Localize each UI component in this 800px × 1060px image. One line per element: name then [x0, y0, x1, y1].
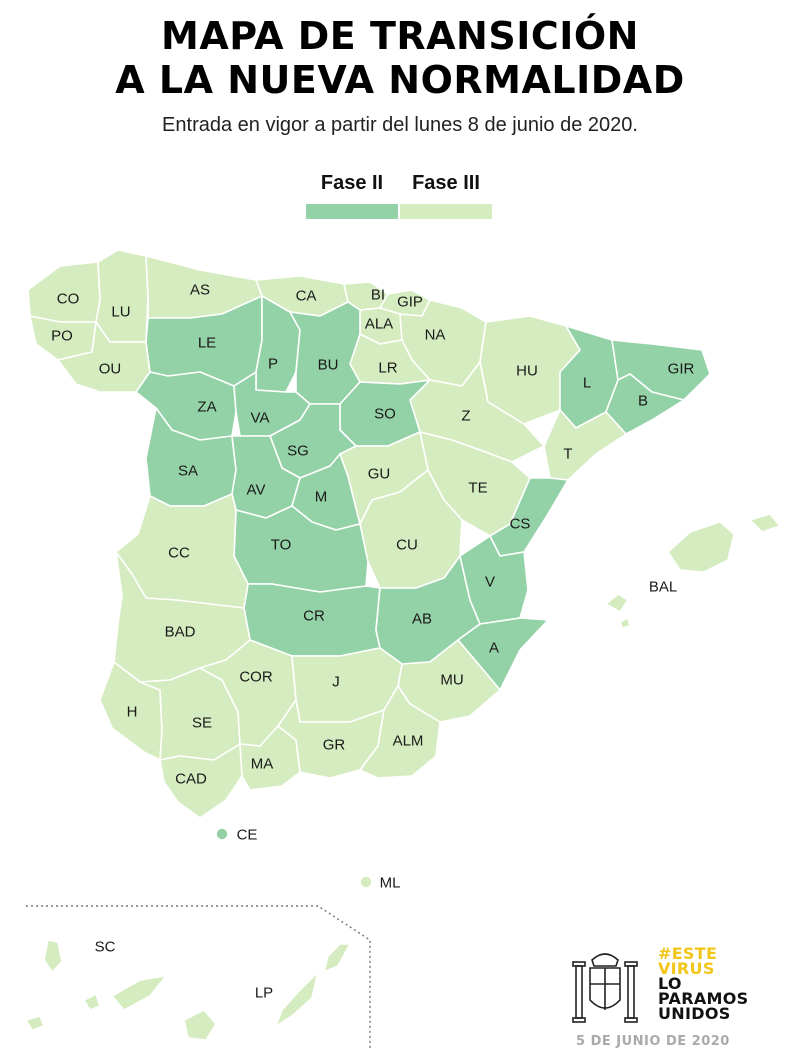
province-v[interactable] [459, 535, 529, 625]
label-cu: CU [396, 537, 418, 554]
province-bal-formentera[interactable] [619, 617, 631, 629]
label-v: V [485, 574, 495, 591]
label-h: H [127, 704, 138, 721]
legend-item-fase-2: Fase II [306, 172, 398, 219]
map-title-line-1: MAPA DE TRANSICIÓN [161, 14, 639, 58]
label-ou: OU [99, 361, 122, 378]
campaign-logo: #ESTE VIRUS LO PARAMOS UNIDOS [658, 944, 778, 1023]
label-co: CO [57, 291, 80, 308]
label-so: SO [374, 406, 396, 423]
province-lp-grancanaria[interactable] [183, 1009, 217, 1041]
label-av: AV [247, 482, 266, 499]
label-bu: BU [318, 357, 339, 374]
province-bal-ibiza[interactable] [605, 593, 629, 613]
label-z: Z [461, 408, 470, 425]
label-cad: CAD [175, 771, 207, 788]
label-na: NA [425, 327, 446, 344]
label-ma: MA [251, 756, 274, 773]
province-alm[interactable] [359, 685, 441, 779]
label-bi: BI [371, 287, 385, 304]
label-sc: SC [95, 939, 116, 956]
campaign-line-3: LO [658, 974, 682, 993]
province-cu[interactable] [359, 469, 463, 589]
label-lu: LU [111, 304, 130, 321]
label-hu: HU [516, 363, 538, 380]
province-bu[interactable] [289, 301, 361, 405]
legend-swatch-fase-2 [306, 204, 398, 219]
province-bal-menorca[interactable] [749, 513, 781, 533]
legend-swatch-fase-3 [400, 204, 492, 219]
label-cs: CS [510, 516, 531, 533]
label-gip: GIP [397, 294, 423, 311]
label-va: VA [251, 410, 270, 427]
legend-label-fase-3: Fase III [412, 172, 480, 194]
province-labels: CO LU PO OU AS CA BI GIP ALA NA LR HU Z … [51, 282, 694, 1002]
label-za: ZA [197, 399, 216, 416]
campaign-line-5: UNIDOS [658, 1004, 731, 1023]
province-cad[interactable] [159, 743, 243, 819]
label-sg: SG [287, 443, 309, 460]
label-gr: GR [323, 737, 346, 754]
label-p: P [268, 356, 278, 373]
label-to: TO [271, 537, 292, 554]
canary-islands-inset-border [26, 905, 371, 1050]
label-cor: COR [239, 669, 273, 686]
label-j: J [332, 674, 340, 691]
province-lu[interactable] [95, 249, 149, 343]
province-ml[interactable] [359, 875, 373, 889]
label-b: B [638, 393, 648, 410]
campaign-line-2: VIRUS [658, 959, 715, 978]
label-ala: ALA [365, 316, 393, 333]
province-sc-tenerife[interactable] [111, 975, 167, 1011]
label-cr: CR [303, 608, 325, 625]
legend-item-fase-3: Fase III [400, 172, 492, 219]
label-ce: CE [237, 827, 258, 844]
coat-of-arms-icon [572, 953, 638, 1023]
label-le: LE [198, 335, 216, 352]
label-mu: MU [440, 672, 463, 689]
campaign-line-1: #ESTE [658, 944, 718, 963]
label-lr: LR [378, 360, 397, 377]
label-se: SE [192, 715, 212, 732]
label-te: TE [468, 480, 487, 497]
map-title-line-2: A LA NUEVA NORMALIDAD [115, 58, 685, 102]
label-l: L [583, 375, 591, 392]
label-alm: ALM [393, 733, 424, 750]
label-ab: AB [412, 611, 432, 628]
label-gir: GIR [668, 361, 695, 378]
label-lp: LP [255, 985, 273, 1002]
label-gu: GU [368, 466, 391, 483]
footer-date: 5 DE JUNIO DE 2020 [576, 1034, 730, 1049]
province-ce[interactable] [215, 827, 229, 841]
label-m: M [315, 489, 328, 506]
map-subtitle: Entrada en vigor a partir del lunes 8 de… [162, 114, 638, 136]
label-as: AS [190, 282, 210, 299]
label-bal: BAL [649, 579, 677, 596]
province-sc-gomera[interactable] [83, 993, 101, 1011]
province-lp-lanzarote[interactable] [323, 943, 351, 973]
label-t: T [563, 446, 572, 463]
label-a: A [489, 640, 499, 657]
campaign-line-4: PARAMOS [658, 989, 749, 1008]
label-ca: CA [296, 288, 317, 305]
phase-legend: Fase II Fase III [306, 172, 492, 222]
label-ml: ML [380, 875, 401, 892]
label-bad: BAD [165, 624, 196, 641]
label-po: PO [51, 328, 73, 345]
province-lp-fuerteventura[interactable] [275, 971, 319, 1027]
label-sa: SA [178, 463, 198, 480]
legend-label-fase-2: Fase II [320, 172, 384, 194]
province-bal-mallorca[interactable] [667, 521, 735, 573]
label-cc: CC [168, 545, 190, 562]
province-sc-lapalma[interactable] [43, 939, 63, 973]
province-sc-hierro[interactable] [25, 1015, 45, 1031]
